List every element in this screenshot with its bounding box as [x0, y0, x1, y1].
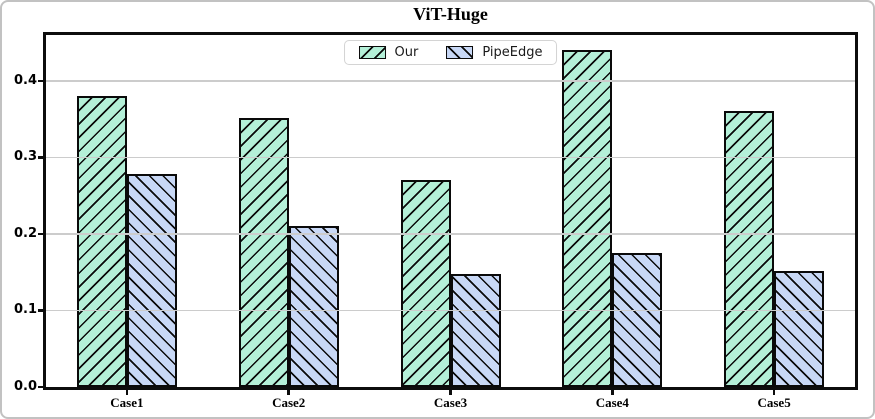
ytick-mark-0.4 [38, 79, 43, 83]
xtick-mark-case3 [449, 390, 452, 395]
bar-our-case5 [724, 110, 775, 387]
bar-pipeedge-case3 [450, 273, 501, 387]
legend-item-our: Our [358, 45, 419, 60]
legend: Our PipeEdge [343, 40, 558, 65]
bar-pipeedge-case5 [774, 271, 825, 387]
bar-pipeedge-case1 [126, 174, 177, 387]
bar-our-case3 [400, 179, 451, 387]
legend-swatch-our-icon [358, 46, 386, 59]
xtick-label-case5: Case5 [757, 395, 791, 410]
xtick-label-case3: Case3 [433, 395, 468, 410]
xtick-mark-case1 [125, 390, 129, 395]
ytick-label-0.3: 0.3 [13, 149, 37, 165]
ytick-label-0.0: 0.0 [13, 379, 37, 394]
xtick-mark-case4 [611, 390, 614, 395]
xtick-label-case4: Case4 [595, 395, 629, 410]
bar-our-case1 [76, 96, 127, 387]
ytick-mark-0.1 [38, 309, 43, 312]
plot-area: Our PipeEdge [43, 32, 858, 390]
legend-label-pipeedge: PipeEdge [482, 45, 543, 60]
ytick-mark-0.0 [38, 385, 43, 389]
legend-swatch-pipeedge-icon [446, 46, 474, 59]
bar-pipeedge-case2 [288, 226, 339, 387]
ytick-label-0.4: 0.4 [13, 72, 37, 88]
xtick-mark-case2 [287, 390, 290, 395]
xtick-label-case1: Case1 [110, 395, 144, 410]
legend-label-our: Our [394, 45, 419, 60]
bar-our-case4 [562, 50, 613, 387]
bar-our-case2 [238, 118, 289, 387]
ytick-mark-0.2 [38, 232, 43, 236]
chart-title: ViT-Huge [413, 4, 488, 24]
bars-layer [46, 35, 855, 387]
ytick-label-0.2: 0.2 [13, 225, 37, 241]
xtick-mark-case5 [772, 390, 776, 395]
legend-item-pipeedge: PipeEdge [446, 45, 542, 60]
bar-pipeedge-case4 [612, 253, 663, 387]
gridline-0.4 [46, 80, 855, 82]
xtick-label-case2: Case2 [272, 395, 306, 410]
ytick-label-0.1: 0.1 [13, 302, 37, 318]
ytick-mark-0.3 [38, 156, 43, 159]
